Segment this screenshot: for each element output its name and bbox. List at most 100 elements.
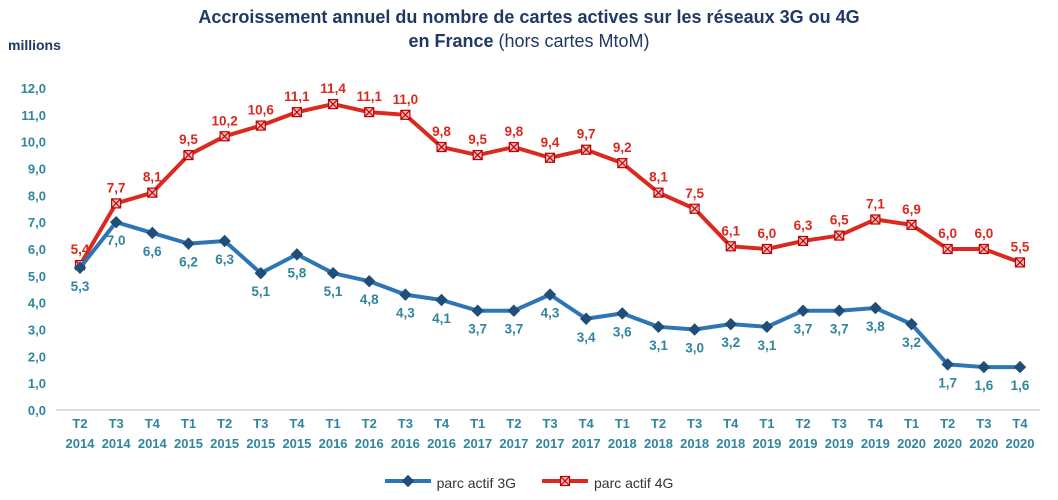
x-tick-year: 2019	[752, 436, 781, 451]
marker-x-icon	[725, 241, 736, 252]
x-tick-quarter: T3	[687, 416, 702, 431]
marker-diamond-icon	[182, 237, 195, 250]
marker-x-icon	[560, 476, 570, 486]
x-tick-year: 2014	[102, 436, 132, 451]
marker-diamond-icon	[399, 288, 412, 301]
marker-x-icon	[147, 187, 158, 198]
x-tick-year: 2014	[138, 436, 168, 451]
data-label-3g: 4,3	[396, 306, 415, 321]
legend-item-4g: parc actif 4G	[541, 473, 674, 492]
data-label-4g: 5,4	[71, 242, 90, 257]
x-tick-year: 2018	[716, 436, 745, 451]
x-tick-year: 2020	[969, 436, 998, 451]
data-label-4g: 9,5	[468, 132, 487, 147]
marker-x-icon	[834, 230, 845, 241]
marker-x-icon	[219, 131, 230, 142]
x-tick-quarter: T3	[542, 416, 557, 431]
marker-x-icon	[617, 158, 628, 169]
x-tick-year: 2016	[319, 436, 348, 451]
data-label-4g: 6,9	[902, 202, 921, 217]
marker-x-icon	[328, 99, 339, 110]
x-tick-year: 2020	[933, 436, 962, 451]
marker-diamond-icon	[652, 320, 665, 334]
x-tick-year: 2018	[644, 436, 673, 451]
marker-diamond-icon	[796, 304, 810, 317]
marker-x-icon	[798, 236, 809, 246]
legend: parc actif 3G parc actif 4G	[0, 473, 1058, 492]
data-label-3g: 3,2	[902, 335, 921, 350]
y-tick-label: 3,0	[28, 323, 46, 338]
x-tick-quarter: T2	[940, 416, 955, 431]
x-tick-quarter: T4	[145, 416, 161, 431]
x-tick-quarter: T2	[217, 416, 232, 431]
data-label-3g: 3,2	[721, 335, 740, 350]
x-tick-year: 2017	[572, 436, 601, 451]
x-tick-quarter: T3	[976, 416, 991, 431]
x-tick-quarter: T2	[795, 416, 810, 431]
x-tick-year: 2017	[536, 436, 565, 451]
marker-x-icon	[870, 214, 881, 225]
marker-diamond-icon	[146, 226, 159, 240]
data-label-3g: 3,7	[830, 322, 849, 337]
data-label-3g: 4,3	[541, 306, 560, 321]
data-label-3g: 5,8	[288, 265, 307, 280]
x-tick-quarter: T4	[434, 416, 450, 431]
data-label-4g: 9,5	[179, 132, 198, 147]
marker-x-icon	[761, 244, 772, 254]
marker-x-icon	[906, 219, 917, 230]
marker-diamond-icon	[977, 360, 991, 374]
x-tick-quarter: T4	[868, 416, 884, 431]
x-tick-quarter: T1	[615, 416, 630, 431]
chart-subtitle: en France (hors cartes MtoM)	[0, 31, 1058, 52]
x-tick-year: 2020	[1006, 436, 1035, 451]
data-label-3g: 3,1	[649, 338, 668, 353]
data-label-3g: 5,1	[324, 284, 343, 299]
x-tick-quarter: T3	[832, 416, 847, 431]
marker-x-icon	[545, 152, 555, 163]
marker-diamond-icon	[760, 320, 774, 334]
data-label-4g: 11,0	[393, 92, 419, 107]
legend-item-3g: parc actif 3G	[383, 473, 516, 492]
data-label-3g: 5,3	[71, 279, 90, 294]
y-tick-label: 12,0	[21, 81, 46, 96]
data-label-4g: 9,4	[541, 135, 560, 150]
marker-diamond-icon	[73, 261, 87, 274]
y-tick-label: 2,0	[28, 349, 46, 364]
marker-diamond-icon	[869, 301, 882, 315]
marker-diamond-icon	[507, 304, 521, 317]
x-tick-year: 2016	[391, 436, 420, 451]
x-tick-year: 2018	[608, 436, 637, 451]
x-tick-year: 2015	[210, 436, 239, 451]
data-label-4g: 8,1	[649, 170, 668, 185]
legend-label-3g: parc actif 3G	[436, 474, 516, 491]
marker-diamond-icon	[543, 288, 557, 301]
x-tick-quarter: T3	[398, 416, 413, 431]
marker-x-icon	[364, 107, 375, 118]
data-label-4g: 7,5	[685, 186, 704, 201]
x-tick-quarter: T2	[506, 416, 521, 431]
data-label-3g: 6,3	[215, 252, 234, 267]
data-label-4g: 7,7	[107, 180, 126, 195]
legend-label-4g: parc actif 4G	[594, 474, 674, 491]
marker-x-icon	[978, 244, 989, 254]
marker-diamond-icon	[616, 307, 629, 320]
legend-swatch-4g	[541, 475, 589, 487]
data-label-3g: 3,8	[866, 319, 885, 334]
marker-x-icon	[508, 142, 519, 152]
y-axis-unit-label: millions	[8, 37, 61, 53]
marker-diamond-icon	[905, 317, 918, 331]
data-label-4g: 9,8	[432, 124, 451, 139]
x-tick-quarter: T2	[72, 416, 87, 431]
data-label-3g: 1,7	[938, 375, 957, 390]
legend-marker-4g-icon	[541, 473, 589, 492]
data-label-4g: 9,7	[577, 127, 596, 142]
data-label-4g: 6,0	[938, 226, 957, 241]
x-tick-quarter: T4	[723, 416, 739, 431]
data-label-3g: 5,1	[251, 284, 270, 299]
x-tick-year: 2016	[355, 436, 384, 451]
x-tick-year: 2014	[66, 436, 96, 451]
marker-diamond-icon	[688, 323, 701, 336]
y-tick-label: 4,0	[28, 296, 46, 311]
x-tick-year: 2016	[427, 436, 456, 451]
